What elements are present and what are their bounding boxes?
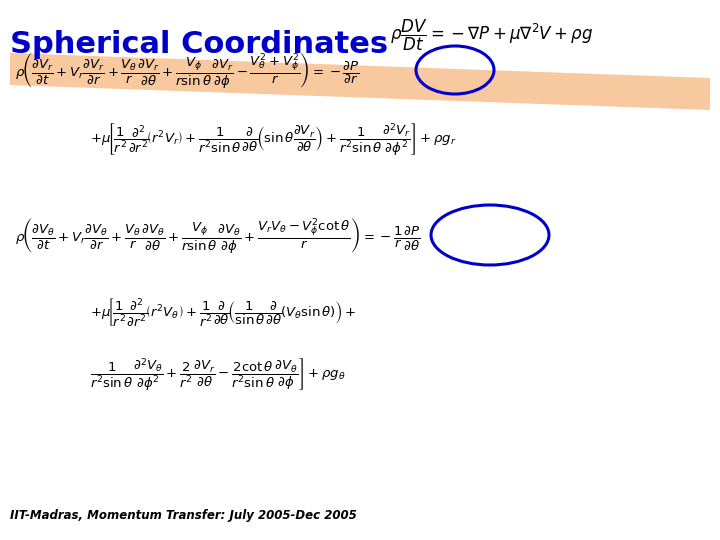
Text: $\left.\dfrac{1}{r^2\sin\theta}\dfrac{\partial^2 V_\theta}{\partial\phi^2}+\dfra: $\left.\dfrac{1}{r^2\sin\theta}\dfrac{\p… (90, 357, 346, 393)
Text: IIT-Madras, Momentum Transfer: July 2005-Dec 2005: IIT-Madras, Momentum Transfer: July 2005… (10, 509, 356, 522)
Text: $+\mu\!\left[\dfrac{1}{r^2}\dfrac{\partial^2}{\partial r^2}\!\left(r^2 V_r\right: $+\mu\!\left[\dfrac{1}{r^2}\dfrac{\parti… (90, 122, 456, 158)
Text: Spherical Coordinates: Spherical Coordinates (10, 30, 388, 59)
Polygon shape (10, 53, 710, 110)
Text: $\rho \dfrac{DV}{Dt} = -\nabla P + \mu \nabla^2 V + \rho g$: $\rho \dfrac{DV}{Dt} = -\nabla P + \mu \… (390, 18, 593, 53)
Text: $+\mu\!\left[\dfrac{1}{r^2}\dfrac{\partial^2}{\partial r^2}\!\left(r^2 V_\theta\: $+\mu\!\left[\dfrac{1}{r^2}\dfrac{\parti… (90, 296, 356, 328)
Text: $\rho\!\left(\dfrac{\partial V_\theta}{\partial t}+V_r\dfrac{\partial V_\theta}{: $\rho\!\left(\dfrac{\partial V_\theta}{\… (15, 215, 420, 254)
Text: $\rho\!\left(\dfrac{\partial V_r}{\partial t}+V_r\dfrac{\partial V_r}{\partial r: $\rho\!\left(\dfrac{\partial V_r}{\parti… (15, 51, 359, 90)
